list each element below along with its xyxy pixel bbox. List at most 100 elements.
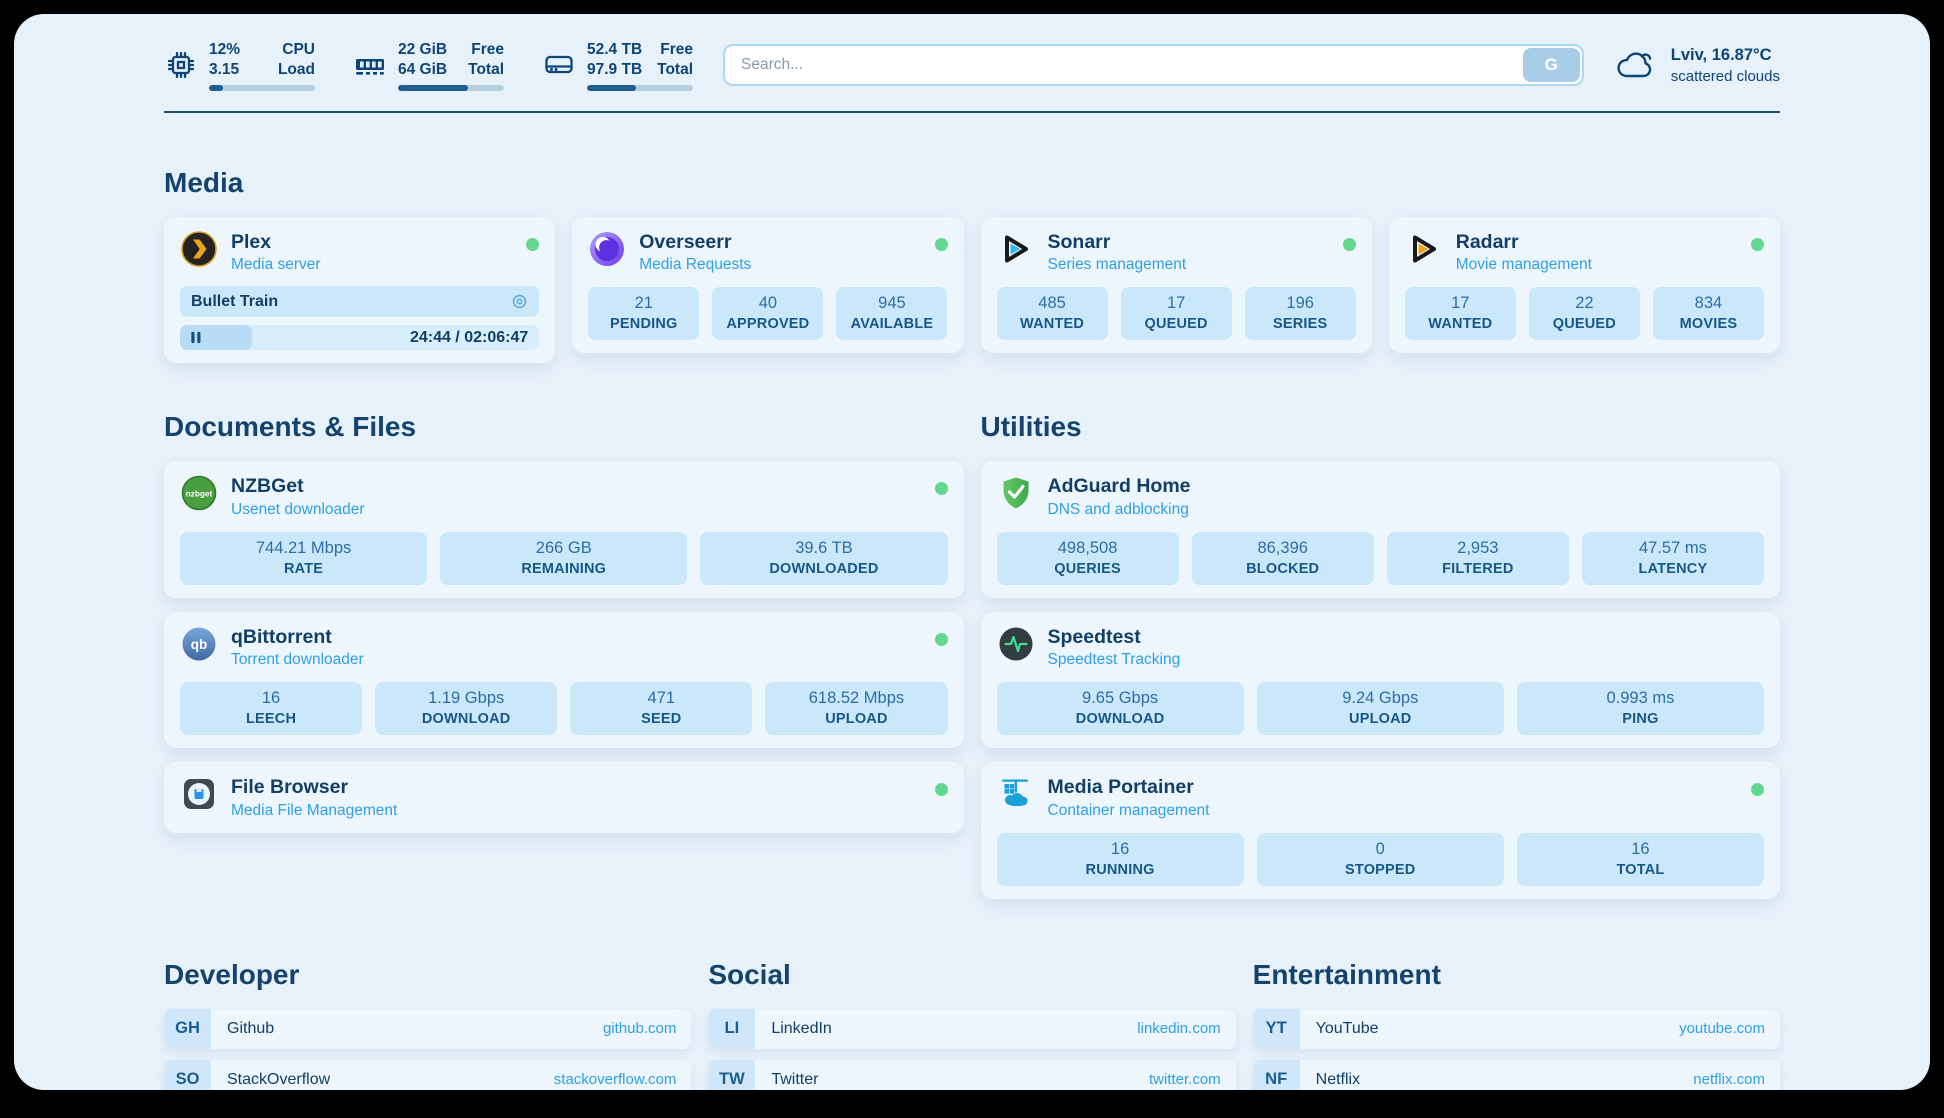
service-name: Media Portainer bbox=[1047, 776, 1194, 799]
sonarr-icon bbox=[1004, 235, 1028, 263]
disk-free-label: Free bbox=[660, 41, 693, 58]
service-card-portainer[interactable]: Media Portainer Container management 16 … bbox=[980, 762, 1780, 899]
resource-widgets: 12% CPU 3.15 Load bbox=[164, 40, 693, 91]
weather-location: Lviv, 16.87°C bbox=[1670, 45, 1772, 64]
bookmark-name: Netflix bbox=[1315, 1070, 1361, 1088]
cpu-usage-label: CPU bbox=[282, 41, 315, 58]
service-name: NZBGet bbox=[231, 475, 304, 498]
service-card-radarr[interactable]: Radarr Movie management 17 WANTED 22 QUE… bbox=[1388, 216, 1780, 354]
memory-free-value: 22 GiB bbox=[398, 41, 448, 58]
service-card-speedtest[interactable]: Speedtest Speedtest Tracking 9.65 Gbps D… bbox=[980, 611, 1780, 749]
section-heading-documents: Documents & Files bbox=[164, 411, 417, 443]
service-description: Media server bbox=[231, 256, 321, 274]
status-dot bbox=[1751, 237, 1764, 251]
service-name: Speedtest bbox=[1047, 625, 1141, 648]
status-dot bbox=[1751, 783, 1764, 797]
stat-movies: 834 MOVIES bbox=[1652, 287, 1764, 341]
cpu-progress-fill bbox=[209, 84, 223, 91]
bookmark-abbr: NF bbox=[1252, 1059, 1300, 1090]
service-name: AdGuard Home bbox=[1047, 475, 1191, 498]
stat-running: 16 RUNNING bbox=[996, 832, 1244, 886]
section-utilities: Utilities AdGuard Home bbox=[980, 411, 1780, 899]
bookmark-name: YouTube bbox=[1315, 1019, 1379, 1037]
service-card-adguard[interactable]: AdGuard Home DNS and adblocking 498,508 … bbox=[980, 461, 1780, 598]
status-dot bbox=[934, 237, 948, 251]
cpu-icon bbox=[167, 52, 195, 79]
service-name: File Browser bbox=[231, 776, 349, 799]
plex-icon bbox=[181, 231, 217, 267]
cpu-load-value: 3.15 bbox=[209, 61, 240, 79]
service-name: Radarr bbox=[1455, 230, 1519, 253]
ram-icon bbox=[356, 59, 384, 76]
section-heading-utilities: Utilities bbox=[980, 411, 1082, 443]
disk-total-label: Total bbox=[657, 61, 693, 79]
stat-ping: 0.993 ms PING bbox=[1516, 682, 1765, 736]
bookmark-name: Github bbox=[227, 1019, 275, 1037]
service-description: Container management bbox=[1047, 801, 1210, 819]
bookmark-name: LinkedIn bbox=[771, 1019, 832, 1037]
status-dot bbox=[934, 482, 948, 496]
service-name: Overseerr bbox=[639, 230, 732, 253]
stat-latency: 47.57 ms LATENCY bbox=[1581, 531, 1764, 585]
stat-blocked: 86,396 BLOCKED bbox=[1191, 531, 1374, 585]
qbittorrent-icon: qb bbox=[182, 627, 216, 661]
bookmark-linkedin[interactable]: LI LinkedIn linkedin.com bbox=[708, 1008, 1236, 1049]
service-card-nzbget[interactable]: nzbget NZBGet Usenet downloader 744.21 M… bbox=[164, 461, 964, 598]
service-card-sonarr[interactable]: Sonarr Series management 485 WANTED 17 Q… bbox=[980, 216, 1372, 354]
service-card-overseerr[interactable]: Overseerr Media Requests 21 PENDING 40 A… bbox=[572, 216, 964, 354]
stat-leech: 16 LEECH bbox=[180, 682, 363, 736]
svg-text:qb: qb bbox=[191, 637, 208, 652]
bookmark-netflix[interactable]: NF Netflix netflix.com bbox=[1252, 1059, 1780, 1090]
overseerr-icon bbox=[590, 231, 625, 266]
service-description: DNS and adblocking bbox=[1047, 500, 1189, 518]
stat-pending: 21 PENDING bbox=[588, 287, 700, 341]
service-card-filebrowser[interactable]: File Browser Media File Management bbox=[164, 762, 964, 833]
bookmark-stackoverflow[interactable]: SO StackOverflow stackoverflow.com bbox=[164, 1059, 692, 1090]
bookmark-github[interactable]: GH Github github.com bbox=[164, 1008, 692, 1049]
stat-seed: 471 SEED bbox=[570, 682, 753, 736]
nzbget-icon: nzbget bbox=[181, 476, 217, 511]
stat-upload: 9.24 Gbps UPLOAD bbox=[1256, 682, 1504, 736]
cpu-load-label: Load bbox=[277, 61, 315, 79]
bookmark-abbr: SO bbox=[164, 1059, 211, 1090]
now-playing-title: Bullet Train bbox=[191, 292, 279, 310]
disk-progress-track bbox=[587, 84, 693, 91]
stat-queued: 17 QUEUED bbox=[1120, 287, 1232, 341]
service-card-qbittorrent[interactable]: qb qBittorrent Torrent downloader 16 LEE… bbox=[164, 611, 964, 749]
stat-downloaded: 39.6 TB DOWNLOADED bbox=[700, 531, 948, 585]
bookmark-abbr: YT bbox=[1252, 1008, 1300, 1049]
search-bar: G bbox=[723, 44, 1584, 87]
search-input[interactable] bbox=[723, 44, 1584, 87]
stat-filtered: 2,953 FILTERED bbox=[1386, 531, 1569, 585]
cpu-usage-value: 12% bbox=[209, 41, 241, 58]
memory-progress-fill bbox=[398, 84, 468, 91]
status-dot bbox=[934, 783, 948, 797]
bookmark-youtube[interactable]: YT YouTube youtube.com bbox=[1252, 1008, 1780, 1049]
status-dot bbox=[526, 237, 540, 251]
service-description: Torrent downloader bbox=[231, 651, 364, 669]
stat-series: 196 SERIES bbox=[1244, 287, 1356, 341]
bookmark-url: github.com bbox=[602, 1020, 677, 1038]
disk-total-value: 97.9 TB bbox=[587, 61, 643, 79]
bookmark-name: Twitter bbox=[771, 1070, 819, 1088]
bookmark-name: StackOverflow bbox=[227, 1070, 331, 1088]
playback-progress-bar: 24:44 / 02:06:47 bbox=[180, 325, 540, 351]
bookmark-url: stackoverflow.com bbox=[553, 1071, 677, 1089]
bookmark-abbr: GH bbox=[164, 1008, 211, 1049]
service-card-plex[interactable]: Plex Media server Bullet Train bbox=[164, 216, 556, 364]
service-description: Media Requests bbox=[639, 256, 752, 274]
disk-icon bbox=[545, 56, 573, 74]
memory-total-label: Total bbox=[468, 61, 504, 79]
stat-queued: 22 QUEUED bbox=[1528, 287, 1640, 341]
memory-progress-track bbox=[398, 84, 504, 91]
disk-free-value: 52.4 TB bbox=[587, 41, 643, 58]
bookmark-twitter[interactable]: TW Twitter twitter.com bbox=[708, 1059, 1236, 1090]
search-provider-button[interactable]: G bbox=[1522, 48, 1580, 83]
bookmark-abbr: LI bbox=[708, 1008, 756, 1049]
service-description: Movie management bbox=[1455, 256, 1592, 274]
section-heading-developer: Developer bbox=[164, 958, 300, 990]
bookmark-url: linkedin.com bbox=[1137, 1020, 1221, 1038]
top-bar: 12% CPU 3.15 Load bbox=[164, 40, 1780, 91]
stat-rate: 744.21 Mbps RATE bbox=[180, 531, 428, 585]
cloud-icon bbox=[1617, 52, 1651, 78]
